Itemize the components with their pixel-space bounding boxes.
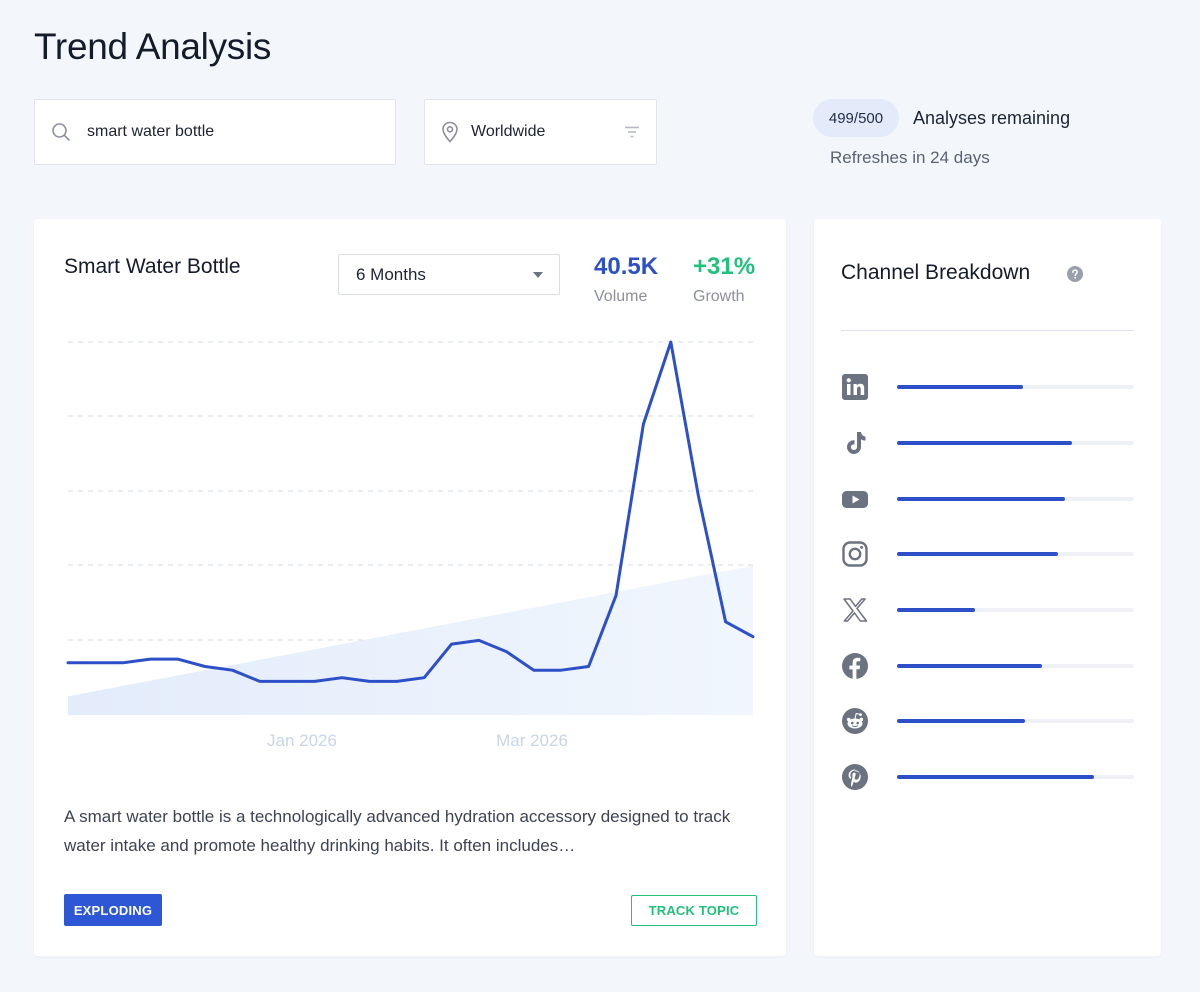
channel-share-bar — [897, 552, 1059, 556]
channel-share-bar — [897, 719, 1025, 723]
channel-share-bar — [897, 775, 1094, 779]
status-badge: EXPLODING — [64, 894, 162, 926]
trend-line — [66, 340, 755, 683]
topic-title: Smart Water Bottle — [64, 255, 241, 278]
channel-share-track — [897, 441, 1134, 445]
pinterest-icon — [841, 763, 869, 791]
topic-description: A smart water bottle is a technologicall… — [64, 807, 731, 855]
time-range-select[interactable]: 6 Months — [338, 254, 560, 295]
chevron-down-icon — [533, 271, 543, 278]
channel-share-track — [897, 608, 1134, 612]
trend-card: Smart Water Bottle 6 Months 40.5K Volume… — [34, 219, 786, 956]
channel-row — [841, 483, 1134, 515]
channel-share-bar — [897, 441, 1073, 445]
help-icon[interactable] — [1067, 266, 1083, 282]
volume-label: Volume — [594, 288, 648, 305]
channel-share-track — [897, 552, 1134, 556]
growth-label: Growth — [693, 288, 745, 305]
search-input[interactable] — [87, 123, 367, 141]
channel-breakdown-title: Channel Breakdown — [841, 261, 1031, 284]
facebook-icon — [841, 652, 869, 680]
divider — [841, 330, 1134, 331]
filter-icon — [625, 126, 639, 138]
baseline-area — [68, 565, 753, 715]
quota-badge: 499/500 — [813, 99, 899, 137]
quota-label: Analyses remaining — [913, 108, 1071, 128]
channel-row — [841, 761, 1134, 793]
instagram-icon — [841, 540, 869, 568]
track-topic-button[interactable]: TRACK TOPIC — [631, 895, 757, 926]
growth-value: +31% — [693, 253, 756, 280]
location-pin-icon — [442, 121, 458, 143]
channel-row — [841, 594, 1134, 626]
youtube-icon — [841, 485, 869, 513]
channel-share-track — [897, 497, 1134, 501]
channel-row — [841, 705, 1134, 737]
location-select[interactable]: Worldwide — [424, 99, 657, 165]
channel-breakdown-card: Channel Breakdown — [814, 219, 1161, 956]
linkedin-icon — [841, 373, 869, 401]
trend-chart: Jan 2026 Mar 2026 — [66, 340, 755, 750]
channel-share-track — [897, 385, 1134, 389]
search-box[interactable] — [34, 99, 396, 165]
channel-row — [841, 650, 1134, 682]
x-tick-label: Jan 2026 — [267, 731, 337, 750]
channel-share-bar — [897, 664, 1042, 668]
channel-row — [841, 427, 1134, 459]
search-icon — [52, 123, 70, 141]
channel-share-track — [897, 775, 1134, 779]
channel-share-bar — [897, 608, 976, 612]
volume-value: 40.5K — [594, 253, 659, 280]
x-icon — [841, 596, 869, 624]
time-range-value: 6 Months — [356, 264, 426, 284]
quota-refresh-text: Refreshes in 24 days — [830, 148, 990, 167]
x-tick-label: Mar 2026 — [496, 731, 568, 750]
reddit-icon — [841, 707, 869, 735]
channel-share-bar — [897, 385, 1023, 389]
page-title: Trend Analysis — [34, 26, 272, 67]
channel-row — [841, 371, 1134, 403]
channel-share-track — [897, 664, 1134, 668]
channel-row — [841, 538, 1134, 570]
tiktok-icon — [841, 429, 869, 457]
channel-share-bar — [897, 497, 1066, 501]
location-value: Worldwide — [471, 123, 546, 140]
channel-share-track — [897, 719, 1134, 723]
